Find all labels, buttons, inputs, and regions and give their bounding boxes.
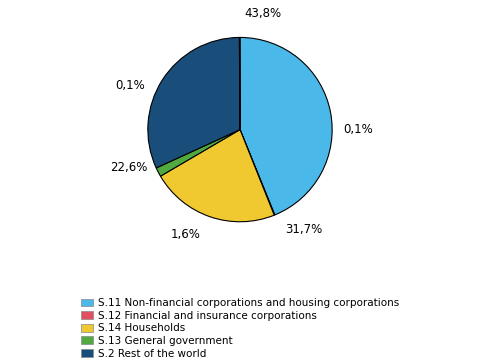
Text: 22,6%: 22,6% bbox=[110, 161, 147, 174]
Text: 1,6%: 1,6% bbox=[170, 228, 201, 241]
Text: 31,7%: 31,7% bbox=[285, 222, 322, 235]
Text: 0,1%: 0,1% bbox=[116, 79, 145, 92]
Wedge shape bbox=[148, 37, 240, 168]
Legend: S.11 Non-financial corporations and housing corporations, S.12 Financial and ins: S.11 Non-financial corporations and hous… bbox=[78, 296, 402, 360]
Text: 0,1%: 0,1% bbox=[343, 123, 373, 136]
Wedge shape bbox=[156, 130, 240, 176]
Text: 43,8%: 43,8% bbox=[244, 7, 281, 20]
Wedge shape bbox=[240, 37, 332, 215]
Wedge shape bbox=[240, 130, 275, 215]
Wedge shape bbox=[160, 130, 274, 222]
